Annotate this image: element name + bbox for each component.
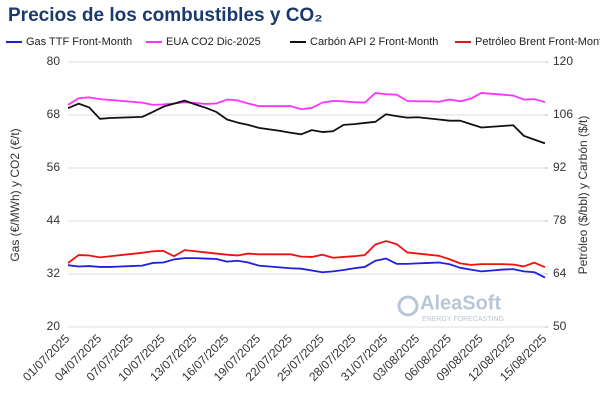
y2-axis-title: Petróleo ($/bbl) y Carbón ($/t) — [576, 116, 590, 275]
legend-label: Gas TTF Front-Month — [26, 36, 132, 48]
legend-label: Carbón API 2 Front-Month — [310, 36, 438, 48]
y-tick-label: 20 — [47, 319, 61, 333]
y2-tick-label: 92 — [553, 160, 567, 174]
y-tick-label: 56 — [47, 160, 61, 174]
y-tick-label: 80 — [47, 54, 61, 68]
series-line — [67, 257, 546, 279]
y-tick-label: 68 — [47, 107, 61, 121]
y2-tick-label: 64 — [553, 266, 567, 280]
legend-label: Petróleo Brent Front-Month — [475, 36, 600, 48]
series-line — [67, 92, 546, 111]
y2-tick-label: 50 — [553, 319, 567, 333]
y-axis-title: Gas (€/MWh) y CO2 (€/t) — [8, 128, 22, 261]
series-line — [67, 240, 546, 269]
y2-tick-label: 120 — [553, 54, 573, 68]
chart-title: Precios de los combustibles y CO₂ — [8, 5, 323, 26]
watermark-name: AleaSoft — [420, 292, 501, 314]
watermark-logo — [397, 295, 419, 317]
series-line — [67, 99, 546, 145]
watermark-tagline: ENERGY FORECASTING — [422, 316, 504, 323]
y-tick-label: 32 — [47, 266, 61, 280]
legend-label: EUA CO2 Dic-2025 — [166, 36, 261, 48]
y2-tick-label: 106 — [553, 107, 573, 121]
watermark: AleaSoft ENERGY FORECASTING — [397, 292, 504, 323]
y-tick-label: 44 — [47, 213, 61, 227]
y2-tick-label: 78 — [553, 213, 567, 227]
